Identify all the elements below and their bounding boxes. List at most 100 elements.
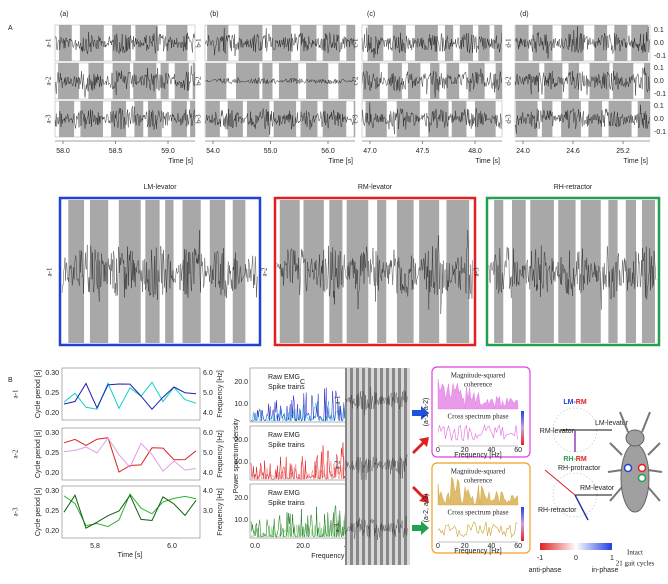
colorbar bbox=[540, 543, 612, 550]
y-tick-label: 0.1 bbox=[654, 65, 664, 72]
cricket-leg bbox=[641, 411, 651, 433]
stance-phase bbox=[580, 200, 601, 343]
title-part: - bbox=[573, 399, 576, 406]
row-label: a-2 bbox=[45, 76, 53, 85]
x-tick-label: 48.0 bbox=[468, 148, 482, 155]
stance-phase bbox=[68, 200, 85, 343]
cricket-leg bbox=[647, 486, 661, 502]
y2-tick-label: 6.0 bbox=[203, 430, 213, 437]
coherence-label: coherence bbox=[464, 381, 492, 389]
stance-phase bbox=[377, 200, 387, 343]
stance-phase bbox=[118, 200, 141, 343]
title-part: LM bbox=[563, 399, 573, 406]
cricket-leg bbox=[619, 411, 629, 433]
y-tick-label: 0.20 bbox=[45, 470, 59, 477]
stance-phase bbox=[134, 101, 144, 137]
stance-phase bbox=[338, 63, 355, 99]
stance-phase bbox=[495, 63, 502, 99]
coherence-label: Magnitude-squared bbox=[451, 372, 506, 380]
row-label: b-1 bbox=[195, 38, 203, 48]
stance-phase bbox=[160, 63, 169, 99]
period-line bbox=[63, 437, 197, 473]
y2-axis-label: Frequency [Hz] bbox=[217, 430, 224, 478]
y-tick-label: 0.30 bbox=[45, 430, 59, 437]
diagram-title: LM-RM bbox=[563, 399, 587, 406]
colorbar-tick: 0 bbox=[574, 555, 578, 562]
trace-frame bbox=[514, 100, 651, 138]
trace-frame bbox=[204, 62, 356, 100]
x-tick-label: 60 bbox=[514, 543, 522, 550]
y-tick-label: 10.0 bbox=[234, 401, 248, 408]
coherence-area bbox=[437, 476, 519, 506]
title-part: RM bbox=[576, 399, 587, 406]
arrow bbox=[412, 521, 429, 535]
emg-trace bbox=[361, 102, 502, 135]
row-label: a-1 bbox=[45, 38, 53, 47]
legend-label: Raw EMG bbox=[268, 374, 300, 381]
stance-phase bbox=[568, 63, 580, 99]
y-tick-label: 0.1 bbox=[654, 103, 664, 110]
stance-phase bbox=[59, 101, 75, 137]
y2-tick-label: 6.0 bbox=[203, 370, 213, 377]
x-tick-label: 24.0 bbox=[516, 148, 530, 155]
stance-phase bbox=[561, 101, 581, 137]
diagram-label: RH-protractor bbox=[558, 465, 601, 472]
x-tick-label: 55.0 bbox=[264, 148, 278, 155]
trace-frame bbox=[204, 100, 356, 138]
colorbar-tick: -1 bbox=[537, 555, 543, 562]
emg-trace bbox=[204, 27, 355, 57]
x-axis-label: Time [s] bbox=[118, 552, 143, 559]
phase-line bbox=[437, 423, 518, 442]
stance-phase bbox=[446, 200, 470, 343]
y-axis-label: Cycle period [s] bbox=[35, 488, 42, 536]
phase-arrow bbox=[574, 494, 589, 521]
row-label: c-1 bbox=[352, 38, 360, 47]
emg-trace bbox=[361, 27, 502, 58]
x-tick-label: 6.0 bbox=[167, 543, 177, 550]
y-tick-label: -0.1 bbox=[654, 129, 666, 136]
y-axis-label: Power spectrum density bbox=[233, 418, 240, 493]
stance-phase bbox=[494, 200, 504, 343]
pair-label: (a-1, a-2) bbox=[423, 398, 430, 427]
y-axis-label: Cycle period [s] bbox=[35, 370, 42, 418]
x-tick-label: 40 bbox=[488, 543, 496, 550]
emg-stripe bbox=[407, 368, 410, 565]
electrode bbox=[637, 463, 647, 473]
row-label: d-2 bbox=[505, 76, 513, 86]
title-part: - bbox=[573, 456, 576, 463]
stance-phase bbox=[145, 200, 160, 343]
phase-colorbar bbox=[521, 411, 524, 445]
subpanel-label: (a) bbox=[60, 11, 69, 18]
y2-tick-label: 3.0 bbox=[203, 508, 213, 515]
y-tick-label: 0.20 bbox=[45, 528, 59, 535]
stance-phase bbox=[205, 101, 220, 137]
emg-trace bbox=[54, 105, 195, 130]
electrode bbox=[637, 473, 647, 483]
stance-phase bbox=[612, 63, 634, 99]
emg-trace bbox=[204, 108, 355, 135]
x-axis-label: Frequency [Hz] bbox=[454, 548, 502, 555]
stance-phase bbox=[166, 25, 188, 61]
stance-phase bbox=[190, 101, 195, 137]
row-label: c-2 bbox=[352, 76, 360, 85]
stance-phase bbox=[133, 63, 157, 99]
x-tick-label: 47.5 bbox=[416, 148, 430, 155]
stance-phase bbox=[353, 101, 355, 137]
row-label: d-3 bbox=[505, 114, 513, 124]
zoom-title: RH-retractor bbox=[554, 184, 593, 191]
legend-label: Raw EMG bbox=[268, 490, 300, 497]
y-tick-label: 0.25 bbox=[45, 390, 59, 397]
x-tick-label: 0 bbox=[436, 543, 440, 550]
emg-trace bbox=[344, 516, 408, 541]
y2-axis-label: Frequency [Hz] bbox=[217, 370, 224, 418]
period-line bbox=[63, 494, 197, 529]
coherence-area bbox=[437, 379, 519, 410]
zoom-row-label: a-2 bbox=[261, 267, 269, 276]
trace-frame bbox=[54, 100, 196, 138]
colorbar-tick: 1 bbox=[610, 555, 614, 562]
stance-phase bbox=[273, 101, 297, 137]
emg-trace bbox=[361, 68, 502, 98]
x-axis-label: Frequency [Hz] bbox=[454, 452, 502, 459]
stance-phase bbox=[192, 63, 195, 99]
